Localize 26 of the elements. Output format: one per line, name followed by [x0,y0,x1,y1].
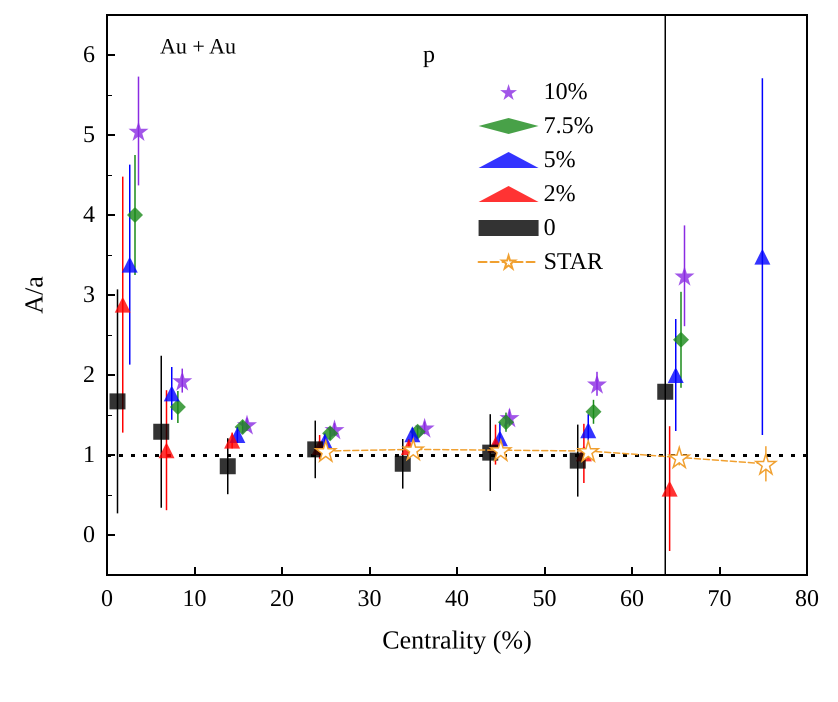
legend-label: 0 [544,215,556,241]
y-tick-label: 2 [83,362,95,388]
legend-label: 10% [544,79,588,105]
y-tick-label: 0 [83,522,95,548]
x-tick-label: 0 [101,586,113,612]
y-tick-label: 5 [83,122,95,148]
legend-label: 2% [544,181,576,207]
x-tick-label: 10 [182,586,206,612]
legend-title: p [423,42,435,68]
x-tick-label: 80 [795,586,819,612]
y-tick-label: 4 [83,202,95,228]
x-tick-label: 40 [445,586,469,612]
x-axis-title: Centrality (%) [382,626,532,654]
legend-label: 7.5% [544,113,594,139]
x-tick-label: 20 [270,586,294,612]
x-tick-label: 70 [708,586,732,612]
x-tick-label: 60 [620,586,644,612]
y-tick-label: 6 [83,42,95,68]
legend-label: 5% [544,147,576,173]
annotation: Au + Au [160,34,236,58]
y-axis-title: A/a [20,276,48,314]
y-tick-label: 3 [83,282,95,308]
y-tick-label: 1 [83,442,95,468]
legend-label: STAR [544,249,604,275]
x-tick-label: 30 [358,586,382,612]
x-tick-label: 50 [532,586,556,612]
